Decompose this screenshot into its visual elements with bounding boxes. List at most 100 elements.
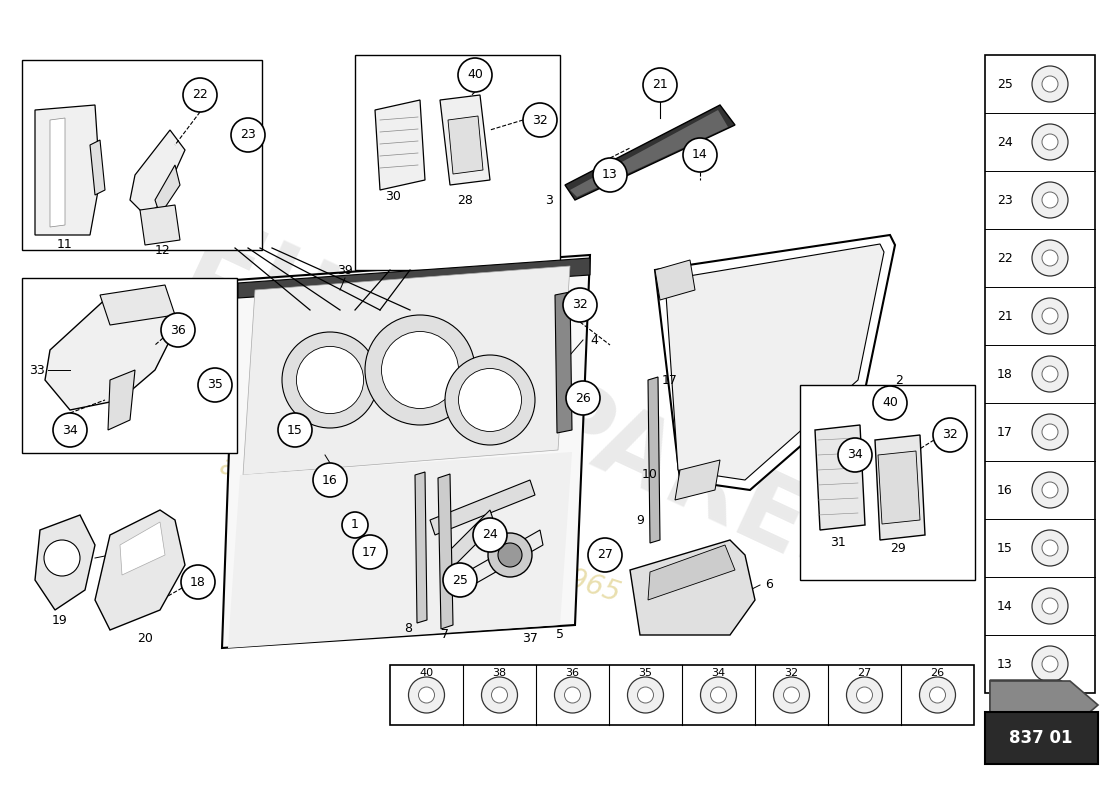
Text: 32: 32 bbox=[572, 298, 587, 311]
Polygon shape bbox=[430, 480, 535, 535]
Circle shape bbox=[1032, 356, 1068, 392]
Circle shape bbox=[296, 346, 364, 414]
Text: 25: 25 bbox=[997, 78, 1013, 90]
FancyArrow shape bbox=[990, 681, 1098, 729]
Polygon shape bbox=[438, 474, 453, 629]
Text: 14: 14 bbox=[692, 149, 708, 162]
Text: 10: 10 bbox=[642, 469, 658, 482]
Circle shape bbox=[1042, 482, 1058, 498]
Text: 15: 15 bbox=[287, 423, 303, 437]
Text: 19: 19 bbox=[52, 614, 68, 626]
Circle shape bbox=[783, 687, 800, 703]
Text: 2: 2 bbox=[895, 374, 903, 386]
Circle shape bbox=[418, 687, 434, 703]
Circle shape bbox=[838, 438, 872, 472]
Polygon shape bbox=[100, 285, 175, 325]
Text: 24: 24 bbox=[482, 529, 498, 542]
Circle shape bbox=[161, 313, 195, 347]
Polygon shape bbox=[648, 545, 735, 600]
Polygon shape bbox=[878, 451, 920, 524]
Text: 18: 18 bbox=[997, 367, 1013, 381]
Text: 1: 1 bbox=[351, 518, 359, 531]
Text: 11: 11 bbox=[57, 238, 73, 251]
Circle shape bbox=[44, 540, 80, 576]
Text: 17: 17 bbox=[362, 546, 378, 558]
Circle shape bbox=[282, 332, 378, 428]
Polygon shape bbox=[95, 510, 185, 630]
Circle shape bbox=[847, 677, 882, 713]
Polygon shape bbox=[448, 116, 483, 174]
Text: 34: 34 bbox=[712, 668, 726, 678]
Text: 16: 16 bbox=[997, 483, 1013, 497]
Polygon shape bbox=[556, 292, 572, 433]
Circle shape bbox=[1032, 298, 1068, 334]
Circle shape bbox=[857, 687, 872, 703]
Polygon shape bbox=[90, 140, 104, 195]
Polygon shape bbox=[45, 295, 175, 410]
Circle shape bbox=[458, 58, 492, 92]
Polygon shape bbox=[243, 266, 570, 475]
Polygon shape bbox=[238, 258, 590, 298]
Circle shape bbox=[644, 68, 676, 102]
Text: 40: 40 bbox=[882, 397, 898, 410]
FancyArrow shape bbox=[990, 680, 1090, 720]
Circle shape bbox=[1032, 530, 1068, 566]
Circle shape bbox=[482, 677, 517, 713]
Circle shape bbox=[701, 677, 737, 713]
Text: 27: 27 bbox=[857, 668, 871, 678]
Polygon shape bbox=[815, 425, 865, 530]
Circle shape bbox=[1032, 182, 1068, 218]
Circle shape bbox=[588, 538, 621, 572]
Circle shape bbox=[1032, 240, 1068, 276]
Text: 40: 40 bbox=[468, 69, 483, 82]
Polygon shape bbox=[565, 105, 735, 200]
Text: 17: 17 bbox=[997, 426, 1013, 438]
Polygon shape bbox=[446, 510, 495, 570]
Polygon shape bbox=[35, 105, 100, 235]
Circle shape bbox=[638, 687, 653, 703]
Bar bbox=[355, 55, 560, 270]
Text: 3: 3 bbox=[546, 194, 553, 206]
Text: EUROSPARES: EUROSPARES bbox=[174, 210, 887, 610]
Polygon shape bbox=[470, 530, 543, 585]
Bar bbox=[984, 55, 1094, 693]
Circle shape bbox=[683, 138, 717, 172]
Text: 36: 36 bbox=[565, 668, 580, 678]
Polygon shape bbox=[415, 472, 427, 623]
Text: 8: 8 bbox=[404, 622, 412, 634]
Text: 13: 13 bbox=[997, 658, 1013, 670]
Text: 837 01: 837 01 bbox=[1010, 729, 1072, 747]
Circle shape bbox=[1042, 250, 1058, 266]
Circle shape bbox=[1032, 66, 1068, 102]
Circle shape bbox=[382, 331, 459, 409]
Polygon shape bbox=[990, 718, 1098, 758]
Text: 34: 34 bbox=[62, 423, 78, 437]
Text: 34: 34 bbox=[847, 449, 862, 462]
Circle shape bbox=[773, 677, 810, 713]
Text: 25: 25 bbox=[452, 574, 468, 586]
Text: 29: 29 bbox=[890, 542, 906, 554]
Polygon shape bbox=[648, 377, 660, 543]
Text: 32: 32 bbox=[532, 114, 548, 126]
Text: 18: 18 bbox=[190, 575, 206, 589]
Circle shape bbox=[459, 369, 521, 431]
Text: 37: 37 bbox=[522, 631, 538, 645]
Text: 9: 9 bbox=[636, 514, 644, 526]
Circle shape bbox=[711, 687, 726, 703]
Circle shape bbox=[53, 413, 87, 447]
Circle shape bbox=[1042, 424, 1058, 440]
Polygon shape bbox=[140, 205, 180, 245]
Bar bbox=[22, 278, 236, 453]
Circle shape bbox=[1032, 414, 1068, 450]
Text: 14: 14 bbox=[997, 599, 1013, 613]
Circle shape bbox=[1032, 588, 1068, 624]
Circle shape bbox=[1042, 308, 1058, 324]
Circle shape bbox=[563, 288, 597, 322]
Text: 31: 31 bbox=[830, 535, 846, 549]
Text: 23: 23 bbox=[240, 129, 256, 142]
Circle shape bbox=[1032, 124, 1068, 160]
Text: 5: 5 bbox=[556, 629, 564, 642]
Circle shape bbox=[522, 103, 557, 137]
Circle shape bbox=[446, 355, 535, 445]
Text: 16: 16 bbox=[322, 474, 338, 486]
